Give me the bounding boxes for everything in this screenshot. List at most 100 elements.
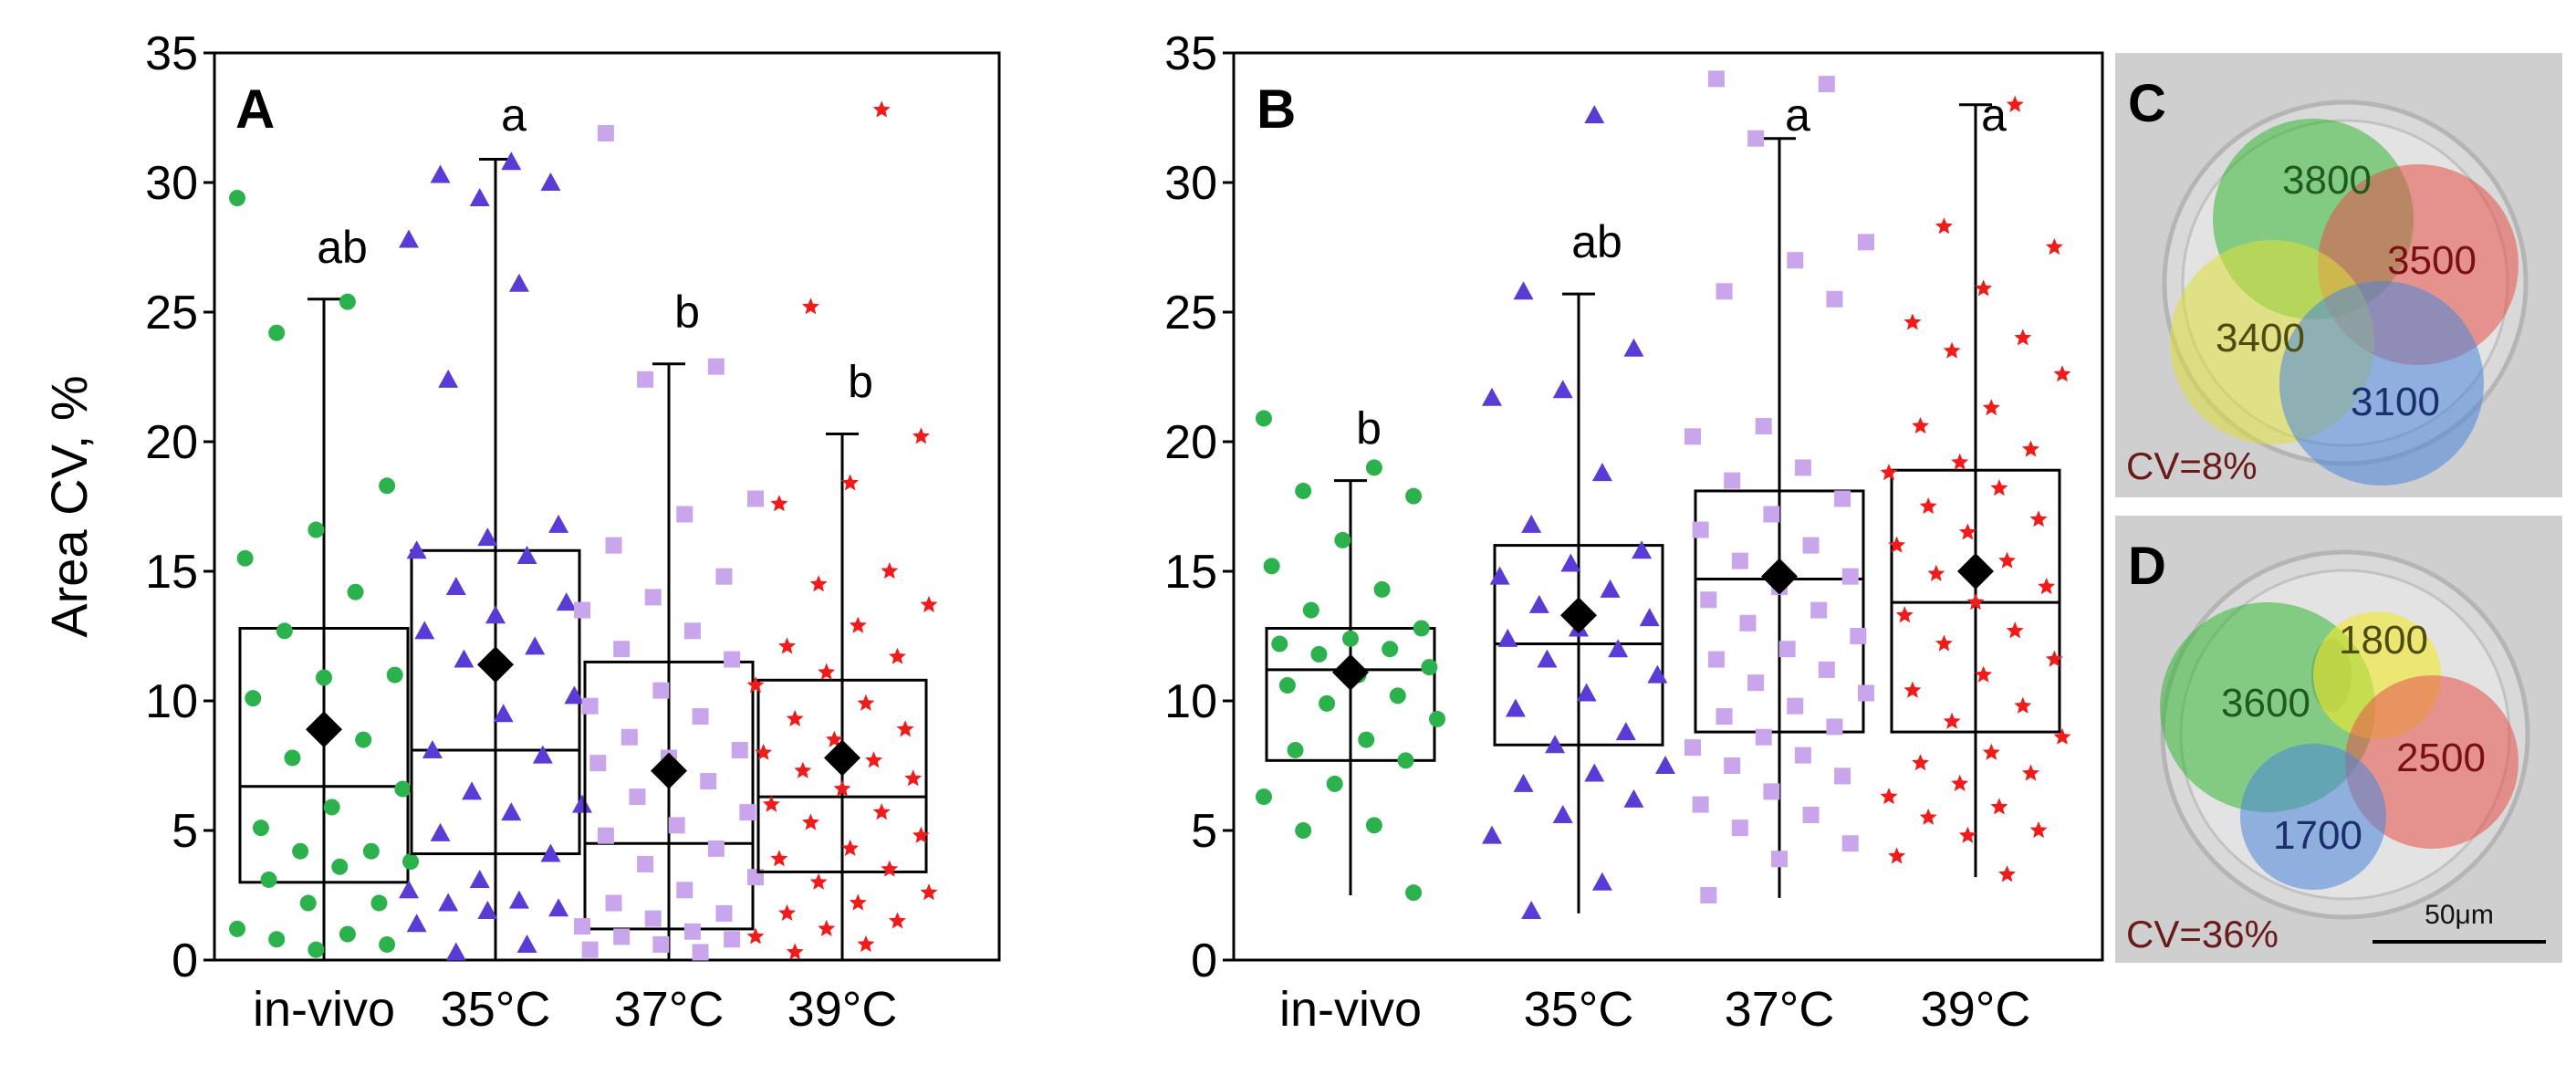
scale-bar-label: 50μm (2425, 900, 2494, 930)
data-point (912, 427, 930, 444)
data-point (414, 621, 435, 640)
data-point (2021, 440, 2039, 457)
data-point (1528, 594, 1549, 613)
data-point (746, 676, 765, 694)
box (238, 626, 410, 884)
mean-marker (651, 752, 687, 789)
data-point (1521, 901, 1542, 920)
data-point (770, 850, 788, 867)
data-point (2029, 510, 2048, 527)
data-point (2045, 650, 2063, 667)
blastomere-region-3-d (2345, 675, 2519, 849)
data-point (762, 795, 780, 812)
data-point (652, 935, 670, 953)
data-point (1482, 825, 1502, 844)
significance-letter: b (1356, 403, 1382, 454)
data-point (637, 855, 654, 872)
data-point (292, 842, 309, 860)
data-point (605, 894, 622, 912)
data-point (1584, 105, 1605, 124)
group-39°C: a (1880, 89, 2071, 882)
box (1694, 489, 1865, 734)
data-point (888, 647, 906, 664)
data-point (809, 575, 828, 592)
data-point (402, 853, 419, 871)
data-point (2038, 578, 2056, 595)
data-point (809, 872, 828, 890)
data-point (1271, 635, 1288, 653)
data-point (406, 540, 427, 559)
data-point (888, 912, 906, 929)
data-point (1302, 601, 1319, 619)
data-point (1990, 479, 2008, 496)
data-point (1482, 387, 1502, 406)
x-tick-label: 39°C (1921, 982, 2031, 1037)
data-point (525, 636, 546, 655)
mean-marker (477, 646, 514, 684)
data-point (715, 904, 733, 922)
micrograph-c: 3800 3500 3400 3100 C CV=8% (2115, 53, 2562, 497)
panel-b: 0 5 10 15 20 25 30 35 Bin-vivo 35°C 37°C 39°C b ab a a (1164, 27, 2104, 1037)
data-point (920, 883, 938, 901)
x-tick-label: in-vivo (253, 982, 395, 1037)
data-point (1858, 684, 1874, 702)
data-point (540, 843, 561, 862)
data-point (1373, 580, 1391, 598)
data-point (1747, 674, 1765, 692)
data-point (857, 935, 875, 953)
data-point (1278, 676, 1296, 694)
significance-letter: a (1785, 89, 1810, 141)
group-35°C: ab (1482, 105, 1675, 920)
group-37°C: a (1684, 70, 1874, 903)
data-point (1429, 710, 1445, 727)
data-point (581, 941, 599, 958)
data-point (786, 943, 804, 960)
data-point (904, 769, 923, 787)
data-point (574, 918, 590, 935)
data-point (724, 931, 741, 948)
data-point (857, 694, 875, 711)
data-point (516, 545, 537, 564)
group-39°C: b (746, 100, 938, 960)
y-tick-label: 0 (1191, 934, 1217, 987)
data-point (1975, 665, 1993, 683)
data-point (676, 882, 694, 899)
data-point (445, 942, 466, 961)
data-point (252, 820, 269, 837)
data-point (1778, 641, 1796, 658)
data-point (644, 589, 662, 606)
data-point (1295, 822, 1312, 839)
data-point (881, 860, 899, 877)
x-tick-label: in-vivo (1279, 982, 1422, 1037)
data-point (1505, 698, 1526, 717)
region-label-2-d: 1800 (2339, 618, 2428, 663)
region-label-3-d: 2500 (2396, 736, 2486, 780)
mean-marker (824, 739, 860, 777)
data-point (355, 731, 372, 748)
data-point (1397, 752, 1414, 769)
data-point (1927, 564, 1945, 581)
data-point (818, 919, 836, 936)
data-point (652, 682, 670, 699)
data-point (707, 358, 725, 375)
data-point (1841, 568, 1859, 585)
data-point (597, 125, 614, 142)
y-tick-label: 5 (1191, 805, 1217, 858)
data-point (501, 802, 522, 821)
data-point (1545, 735, 1566, 754)
data-point (1358, 731, 1375, 748)
data-point (801, 813, 819, 830)
data-point (683, 622, 701, 640)
y-tick-label: 25 (145, 287, 198, 339)
data-point (2053, 365, 2071, 382)
box (583, 660, 755, 931)
mean-marker (1957, 553, 1994, 590)
data-point (229, 920, 245, 937)
data-point (268, 324, 286, 341)
data-point (1707, 651, 1725, 668)
micrograph-d: 3600 1800 2500 1700 D CV=36% 50μm (2115, 516, 2562, 963)
data-point (920, 595, 938, 612)
data-point (1912, 417, 1930, 434)
y-tick-label: 15 (1164, 546, 1217, 599)
